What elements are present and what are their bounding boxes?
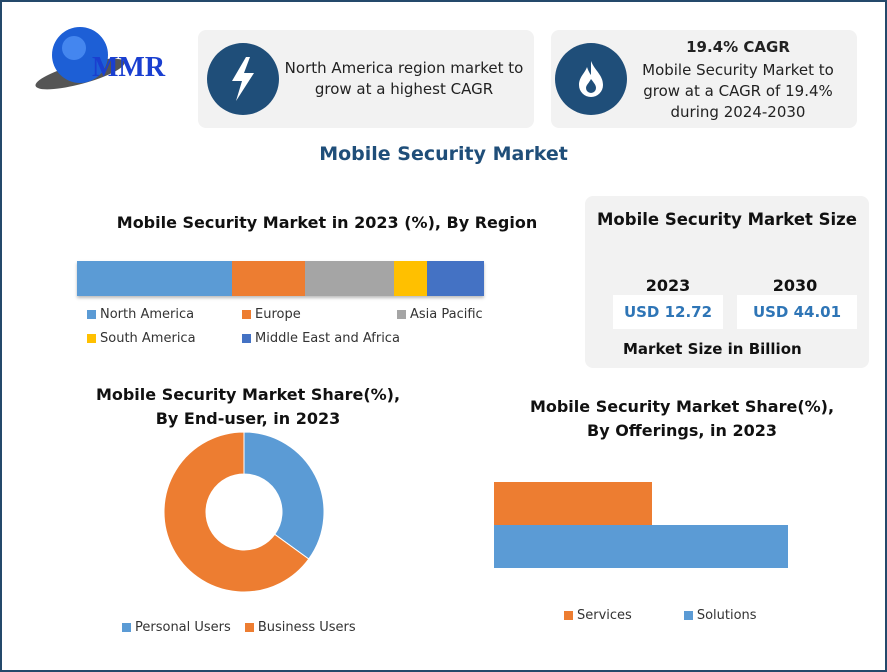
legend-item: North America xyxy=(87,307,194,322)
offerings-bar-chart xyxy=(494,482,794,572)
legend-swatch xyxy=(683,611,693,620)
value-2030: USD 44.01 xyxy=(737,295,857,329)
legend-label: North America xyxy=(100,307,195,322)
offerings-legend: Services Solutions xyxy=(564,608,824,623)
legend-label: Solutions xyxy=(696,608,757,623)
bar-segment-north-america xyxy=(77,261,232,296)
highlight-card-cagr: 19.4% CAGR Mobile Security Market to gro… xyxy=(551,30,857,128)
bar-solutions xyxy=(494,525,788,568)
logo: MMR xyxy=(30,22,190,92)
bar-services xyxy=(494,482,653,525)
legend-swatch xyxy=(244,623,254,632)
region-legend: North America Europe Asia Pacific South Ame… xyxy=(87,307,487,351)
region-stacked-bar xyxy=(77,261,484,296)
legend-item: Europe xyxy=(242,307,301,322)
bar-segment-middle-east-and-africa xyxy=(426,261,484,296)
legend-swatch xyxy=(397,310,406,319)
region-chart-title: Mobile Security Market in 2023 (%), By R… xyxy=(116,213,538,232)
lightning-icon xyxy=(207,43,279,115)
legend-swatch xyxy=(242,334,251,343)
legend-item: Asia Pacific xyxy=(397,307,483,322)
value-2023: USD 12.72 xyxy=(613,295,723,329)
legend-item: Services xyxy=(564,608,632,623)
bar-segment-asia-pacific xyxy=(304,261,395,296)
legend-item: South America xyxy=(87,331,196,346)
legend-label: Asia Pacific xyxy=(410,307,483,322)
enduser-chart-title: Mobile Security Market Share(%), By End-… xyxy=(95,385,401,428)
legend-item: Middle East and Africa xyxy=(242,331,400,346)
flame-icon xyxy=(555,43,627,115)
page-title: Mobile Security Market xyxy=(319,143,568,165)
legend-swatch xyxy=(564,611,573,620)
enduser-legend: Personal Users Business Users xyxy=(122,620,382,635)
legend-label: Middle East and Africa xyxy=(255,331,400,346)
legend-item: Solutions xyxy=(683,608,757,623)
legend-label: South America xyxy=(100,331,196,346)
logo-text: MMR xyxy=(92,52,166,83)
legend-swatch xyxy=(242,310,251,319)
legend-label: Services xyxy=(577,608,632,623)
offerings-chart-title: Mobile Security Market Share(%), By Offe… xyxy=(529,397,835,440)
legend-item: Personal Users xyxy=(122,620,231,635)
legend-swatch xyxy=(87,310,96,319)
legend-swatch xyxy=(87,334,96,343)
legend-swatch xyxy=(122,623,131,632)
donut-slice-personal-users xyxy=(243,431,325,560)
enduser-donut-chart xyxy=(163,431,325,593)
legend-label: Personal Users xyxy=(135,620,231,635)
legend-item: Business Users xyxy=(244,620,356,635)
legend-label: Business Users xyxy=(257,620,356,635)
bar-segment-europe xyxy=(231,261,305,296)
market-size-box: Mobile Security Market Size 2023 2030 US… xyxy=(585,196,869,368)
donut-slice-business-users xyxy=(163,431,310,593)
highlight-card-region: North America region market to grow at a… xyxy=(198,30,534,128)
legend-label: Europe xyxy=(255,307,301,322)
bar-segment-south-america xyxy=(394,261,427,296)
